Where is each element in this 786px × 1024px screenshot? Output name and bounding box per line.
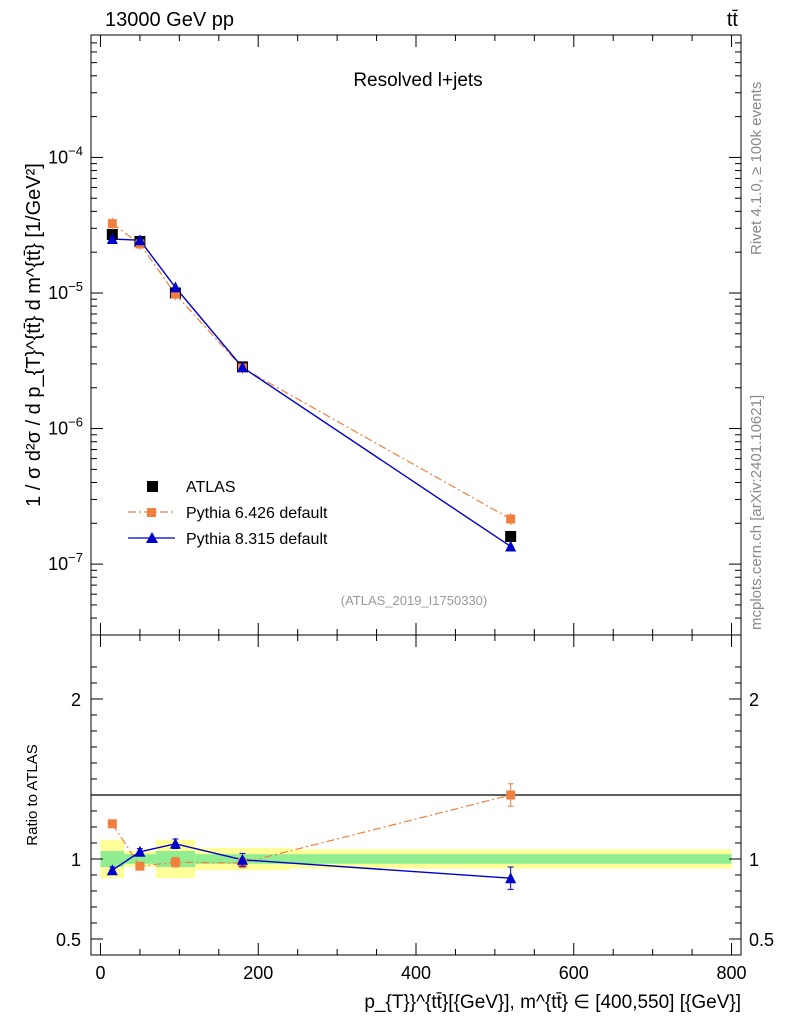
ratio-pythia8-point [505,872,517,884]
legend-label-atlas: ATLAS [186,479,236,496]
x-axis-label: p_{T}}^{tt̄}[{GeV}], m^{tt̄} ∈ [400,550]… [364,992,741,1013]
y-tick-label-1e-4: 10−4 [48,143,83,167]
ratio-series-layer [106,783,517,890]
pythia8-point [505,540,517,552]
legend-entry-pythia6: Pythia 6.426 default [128,505,328,522]
pythia8-point [106,233,118,245]
ratio-panel: 0.5 1 2 0.5 1 2 0 200 400 600 800 Ratio … [24,634,774,1013]
legend-marker-pythia6 [147,508,156,517]
pythia8-point [134,234,146,246]
legend-marker-pythia8 [146,532,158,543]
legend-label-pythia6: Pythia 6.426 default [186,505,328,522]
ratio-axis-ticks [91,635,741,955]
legend: ATLAS Pythia 6.426 default Pythia 8.315 … [128,479,328,548]
ratio-band-inner [100,851,125,867]
ratio-y-tick-2: 2 [71,690,81,710]
ratio-y-tick-0.5: 0.5 [56,930,81,950]
main-axis-ticks [91,34,741,636]
ratio-pythia8-point [134,845,146,857]
pythia6-point [170,289,180,299]
x-tick-600: 600 [559,963,589,983]
ratio-band-inner [124,854,156,864]
ratio-pythia8-point [169,837,181,849]
ratio-band-inner [289,854,732,864]
x-tick-200: 200 [243,963,273,983]
ratio-pythia6-point [107,819,117,829]
y-tick-label-1e-6: 10−6 [48,415,83,439]
pythia8-line [112,238,512,548]
ratio-y-tick-right-0.5: 0.5 [749,930,774,950]
ratio-y-tick-labels: 0.5 1 2 0.5 1 2 [56,690,774,950]
main-y-tick-labels: 10−7 10−6 10−5 10−4 [48,143,83,574]
x-tick-800: 800 [717,963,747,983]
ratio-pythia6-point [170,857,180,867]
y-tick-label-1e-7: 10−7 [48,550,83,574]
ratio-pythia6-point [506,790,516,800]
analysis-tag: (ATLAS_2019_I1750330) [341,593,487,608]
ratio-pythia8-point [236,853,248,865]
legend-entry-atlas: ATLAS [147,479,236,496]
pythia8-point [169,281,181,293]
atlas-point [505,530,517,542]
legend-entry-pythia8: Pythia 8.315 default [128,531,328,548]
chart-title: Resolved l+jets [353,70,482,91]
pythia6-point [107,219,117,229]
legend-marker-atlas [147,481,158,492]
ratio-y-tick-1: 1 [71,850,81,870]
x-tick-labels: 0 200 400 600 800 [95,963,746,983]
mcplots-label: mcplots.cern.ch [arXiv:2401.10621] [748,395,765,630]
pythia6-line [111,223,511,520]
ratio-uncertainty-bands [100,839,732,879]
main-series-layer [106,217,517,552]
x-tick-400: 400 [401,963,431,983]
y-tick-label-1e-5: 10−5 [48,279,83,303]
pythia8-point [236,361,248,373]
legend-label-pythia8: Pythia 8.315 default [186,531,328,548]
energy-label: 13000 GeV pp [105,9,234,31]
main-y-axis-label: 1 / σ d²σ / d p_{T}^{tt̄} d m^{tt̄} [1/G… [23,163,45,507]
pythia6-point [506,514,516,524]
ratio-y-tick-right-2: 2 [749,690,759,710]
process-label: tt̄ [727,9,739,31]
rivet-label: Rivet 4.1.0, ≥ 100k events [748,82,765,255]
main-panel: 10−7 10−6 10−5 10−4 Resolved l+jets (ATL… [23,34,742,636]
ratio-y-axis-label: Ratio to ATLAS [24,744,41,845]
ratio-pythia8-point [106,864,118,876]
ratio-pythia6-point [135,861,145,871]
ratio-y-tick-right-1: 1 [749,850,759,870]
x-tick-0: 0 [95,963,105,983]
